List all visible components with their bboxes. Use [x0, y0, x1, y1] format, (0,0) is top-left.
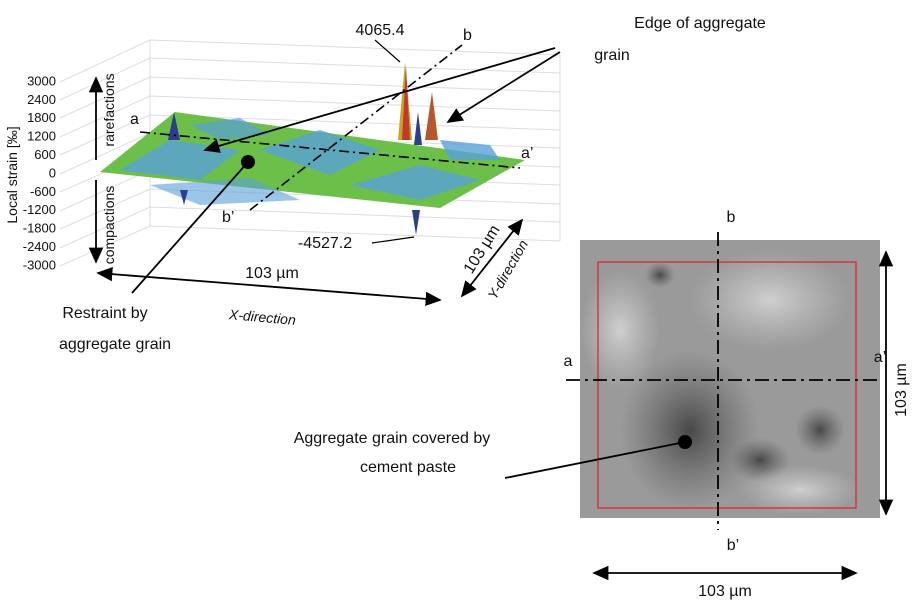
leader: [504, 441, 686, 479]
leader: [131, 161, 249, 294]
arrow: [446, 51, 561, 123]
restraint-label: Restraint by: [62, 305, 147, 322]
compactions-label: compactions: [101, 186, 117, 265]
section-label: a’: [521, 145, 533, 162]
trough-label: -4527.2: [298, 235, 352, 252]
tick-labels: 3000 2400 1800 1200 600 0 -600 -1200 -1800 -2400 -…: [23, 73, 56, 272]
section-label: a’: [874, 349, 886, 366]
tick-label: -1200: [23, 202, 56, 217]
section-a: [139, 131, 521, 169]
axis-label: Local strain [‰]: [4, 126, 20, 223]
micrograph: [580, 240, 880, 518]
tick-label: 0: [49, 165, 56, 180]
y-size: 103 µm: [461, 222, 504, 277]
tick-label: 3000: [27, 73, 56, 88]
strain-surface: [100, 62, 525, 235]
section-b: [249, 44, 463, 211]
section-label: b: [727, 209, 736, 226]
tick-label: 1800: [27, 110, 56, 125]
section-label: b’: [222, 209, 234, 226]
x-direction: X-direction: [227, 306, 296, 328]
tick-label: -1800: [23, 221, 56, 236]
tick-label: -2400: [23, 239, 56, 254]
edge-label: Edge of aggregate: [634, 15, 766, 32]
arrow: [203, 47, 556, 153]
peak-label: 4065.4: [356, 22, 405, 39]
section-label: b’: [727, 537, 739, 554]
rarefactions-label: rarefactions: [101, 73, 117, 146]
leader: [374, 39, 401, 63]
grain-label: Aggregate grain covered by: [294, 430, 491, 447]
leader: [371, 236, 415, 244]
restraint-label: aggregate grain: [59, 336, 171, 353]
tick-label: 600: [34, 147, 56, 162]
x-size: 103 µm: [245, 265, 299, 282]
width-label: 103 µm: [698, 583, 752, 600]
tick-label: -3000: [23, 257, 56, 272]
tick-label: 1200: [27, 129, 56, 144]
grain-label: cement paste: [360, 459, 456, 476]
section-label: a: [130, 111, 139, 128]
edge-label: grain: [594, 47, 630, 64]
height-label: 103 µm: [893, 363, 910, 417]
section-label: b: [463, 27, 472, 44]
tick-label: -600: [30, 184, 56, 199]
tick-label: 2400: [27, 92, 56, 107]
dimension-arrow: [460, 218, 524, 298]
section-label: a: [564, 353, 573, 370]
dimension-arrow: [96, 266, 442, 307]
